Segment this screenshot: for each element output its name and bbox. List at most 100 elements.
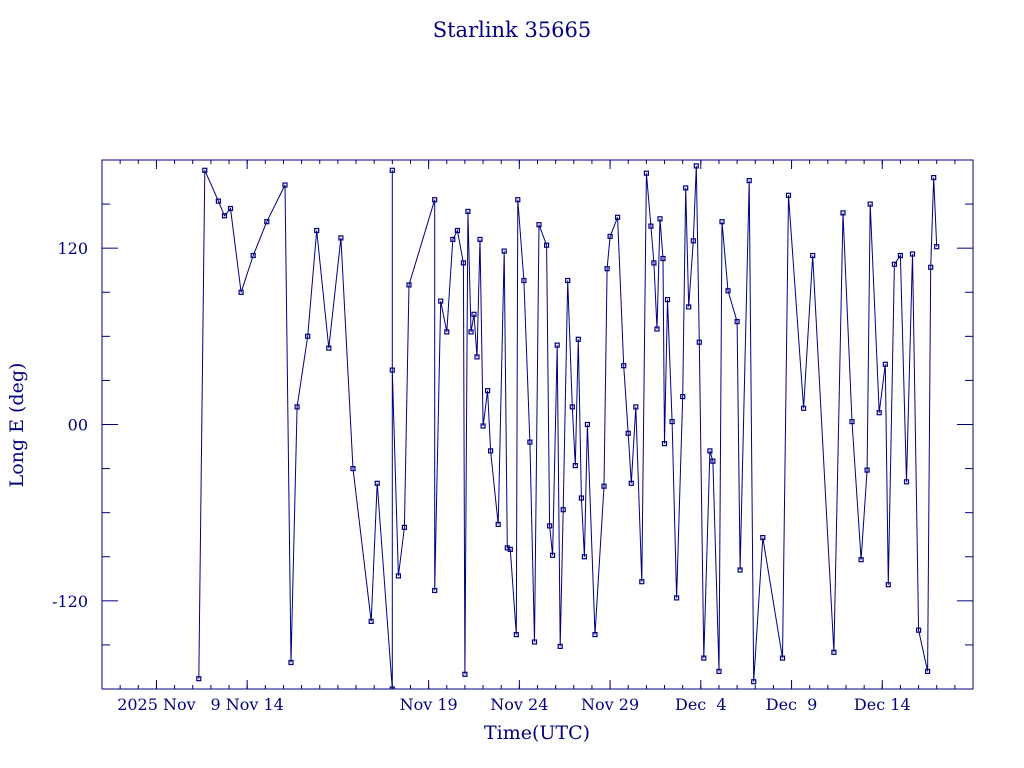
data-point xyxy=(651,260,657,266)
data-point xyxy=(406,282,412,288)
data-point xyxy=(282,182,288,188)
data-point xyxy=(560,507,566,513)
data-point xyxy=(882,361,888,367)
data-point xyxy=(288,659,294,666)
data-point xyxy=(501,248,507,254)
data-point xyxy=(673,595,680,601)
series-layer xyxy=(196,163,940,689)
data-point xyxy=(215,198,221,204)
data-point xyxy=(903,479,910,485)
data-point xyxy=(227,205,234,212)
data-point xyxy=(867,201,873,207)
data-point xyxy=(707,448,713,454)
data-point xyxy=(238,289,244,295)
data-point xyxy=(719,219,725,225)
data-point xyxy=(643,170,650,176)
data-point xyxy=(648,223,654,229)
data-point xyxy=(601,483,607,489)
axis-tick-labels: 2025 Nov 9 Nov 14 Nov 19 Nov 24 Nov 29 Dec 4 D… xyxy=(52,239,911,714)
data-point xyxy=(831,649,837,655)
data-point xyxy=(557,643,563,650)
data-point xyxy=(710,458,716,464)
data-point xyxy=(621,363,627,369)
data-point xyxy=(468,329,474,335)
data-point xyxy=(849,419,855,425)
data-point xyxy=(725,288,731,294)
x-tick-label: Nov 29 xyxy=(581,695,639,714)
data-point xyxy=(374,480,380,486)
data-point xyxy=(389,686,395,689)
data-point xyxy=(654,326,660,332)
data-point xyxy=(686,304,692,310)
data-point xyxy=(696,339,702,345)
series-line xyxy=(198,165,938,689)
data-point xyxy=(515,197,521,203)
data-point xyxy=(444,329,450,335)
data-point xyxy=(462,671,468,677)
y-tick-label: -120 xyxy=(52,592,88,611)
data-point xyxy=(250,252,256,259)
data-point xyxy=(628,480,634,486)
data-point xyxy=(928,264,934,270)
data-point xyxy=(840,210,846,216)
data-point xyxy=(734,319,740,325)
data-point xyxy=(633,404,639,410)
x-tick-label: Dec 9 xyxy=(766,695,818,714)
data-point xyxy=(604,266,610,272)
data-point xyxy=(924,668,931,675)
data-point xyxy=(536,222,542,228)
data-point xyxy=(810,252,816,259)
data-point xyxy=(513,631,519,638)
x-tick-label: 9 Nov 14 xyxy=(210,695,283,714)
data-point xyxy=(549,552,556,558)
data-point xyxy=(915,627,922,633)
data-point xyxy=(660,255,666,262)
x-tick-label: Dec 4 xyxy=(675,695,727,714)
data-point xyxy=(737,567,743,573)
data-point xyxy=(488,448,494,454)
data-point xyxy=(592,631,598,638)
data-point xyxy=(314,227,320,234)
data-point xyxy=(338,235,344,241)
data-point xyxy=(716,668,722,675)
data-point xyxy=(326,345,332,351)
data-point xyxy=(683,185,689,191)
data-point xyxy=(480,423,486,429)
data-point xyxy=(657,216,663,222)
data-point xyxy=(669,419,675,425)
data-point xyxy=(876,410,882,416)
data-point xyxy=(751,679,757,685)
data-point xyxy=(581,554,588,560)
data-point xyxy=(897,252,904,259)
data-point xyxy=(368,618,374,625)
data-point xyxy=(554,342,560,348)
data-point xyxy=(202,167,208,173)
data-point xyxy=(527,439,533,445)
data-point xyxy=(891,261,898,267)
data-point xyxy=(485,388,491,394)
data-point xyxy=(680,394,686,400)
x-tick-label: Nov 24 xyxy=(490,695,548,714)
data-point xyxy=(909,251,916,257)
data-point xyxy=(572,463,578,469)
data-point xyxy=(454,227,460,234)
x-axis-label: Time(UTC) xyxy=(484,722,590,744)
data-point xyxy=(607,233,613,239)
data-point xyxy=(931,175,937,181)
data-point xyxy=(460,260,466,266)
data-point xyxy=(521,277,527,284)
data-point xyxy=(465,208,471,214)
data-point xyxy=(477,236,483,242)
data-point xyxy=(614,214,621,220)
data-point xyxy=(578,495,585,501)
data-point xyxy=(858,557,864,563)
data-point xyxy=(934,244,940,250)
y-tick-label: 00 xyxy=(68,416,88,435)
data-point xyxy=(664,297,671,303)
data-point xyxy=(450,236,456,242)
data-point xyxy=(779,655,786,661)
x-tick-label: Nov 19 xyxy=(400,695,458,714)
data-point xyxy=(389,167,395,173)
data-point xyxy=(305,333,311,339)
data-point xyxy=(785,192,792,198)
